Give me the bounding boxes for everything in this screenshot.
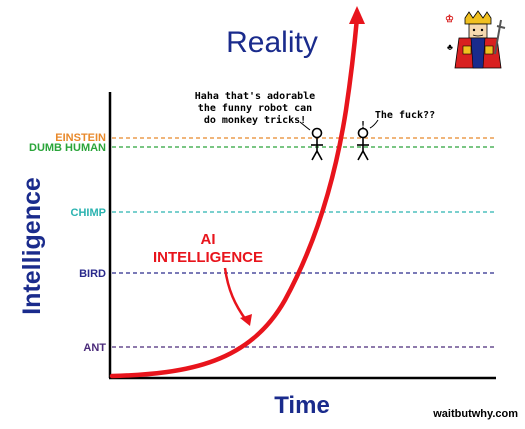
level-label-einstein: EINSTEIN [55,132,106,144]
human-speech-line: The fuck?? [375,110,435,121]
svg-text:♔: ♔ [445,14,454,25]
diagram-title: Reality [226,26,318,59]
x-axis-label: Time [274,392,330,419]
human-exclaim: ! [360,120,366,131]
ai-label-line2: INTELLIGENCE [153,249,263,266]
svg-text:♣: ♣ [447,42,453,52]
ai-label-line1: AI [201,231,216,248]
king-card-icon: ♔ ♣ [442,9,514,71]
level-label-dumb-human: DUMB HUMAN [29,142,106,154]
einstein-stick-figure [311,127,323,161]
einstein-speech-line1: Haha that's adorable [195,91,315,102]
ai-label-pointer [223,267,248,321]
level-label-ant: ANT [83,342,106,354]
einstein-speech-tail [299,121,311,131]
dumb-human-stick-figure [357,127,369,161]
level-label-chimp: CHIMP [71,207,106,219]
level-label-bird: BIRD [79,268,106,280]
curve-arrowhead-icon [349,6,365,24]
human-speech-tail [369,119,379,129]
einstein-speech-line3: do monkey tricks! [204,114,306,126]
ai-intelligence-curve [109,15,360,379]
einstein-speech-line2: the funny robot can [198,103,312,114]
ai-label-pointer-arrowhead-icon [240,314,252,326]
y-axis-label: Intelligence [18,177,46,315]
credit-text: waitbutwhy.com [432,408,518,420]
